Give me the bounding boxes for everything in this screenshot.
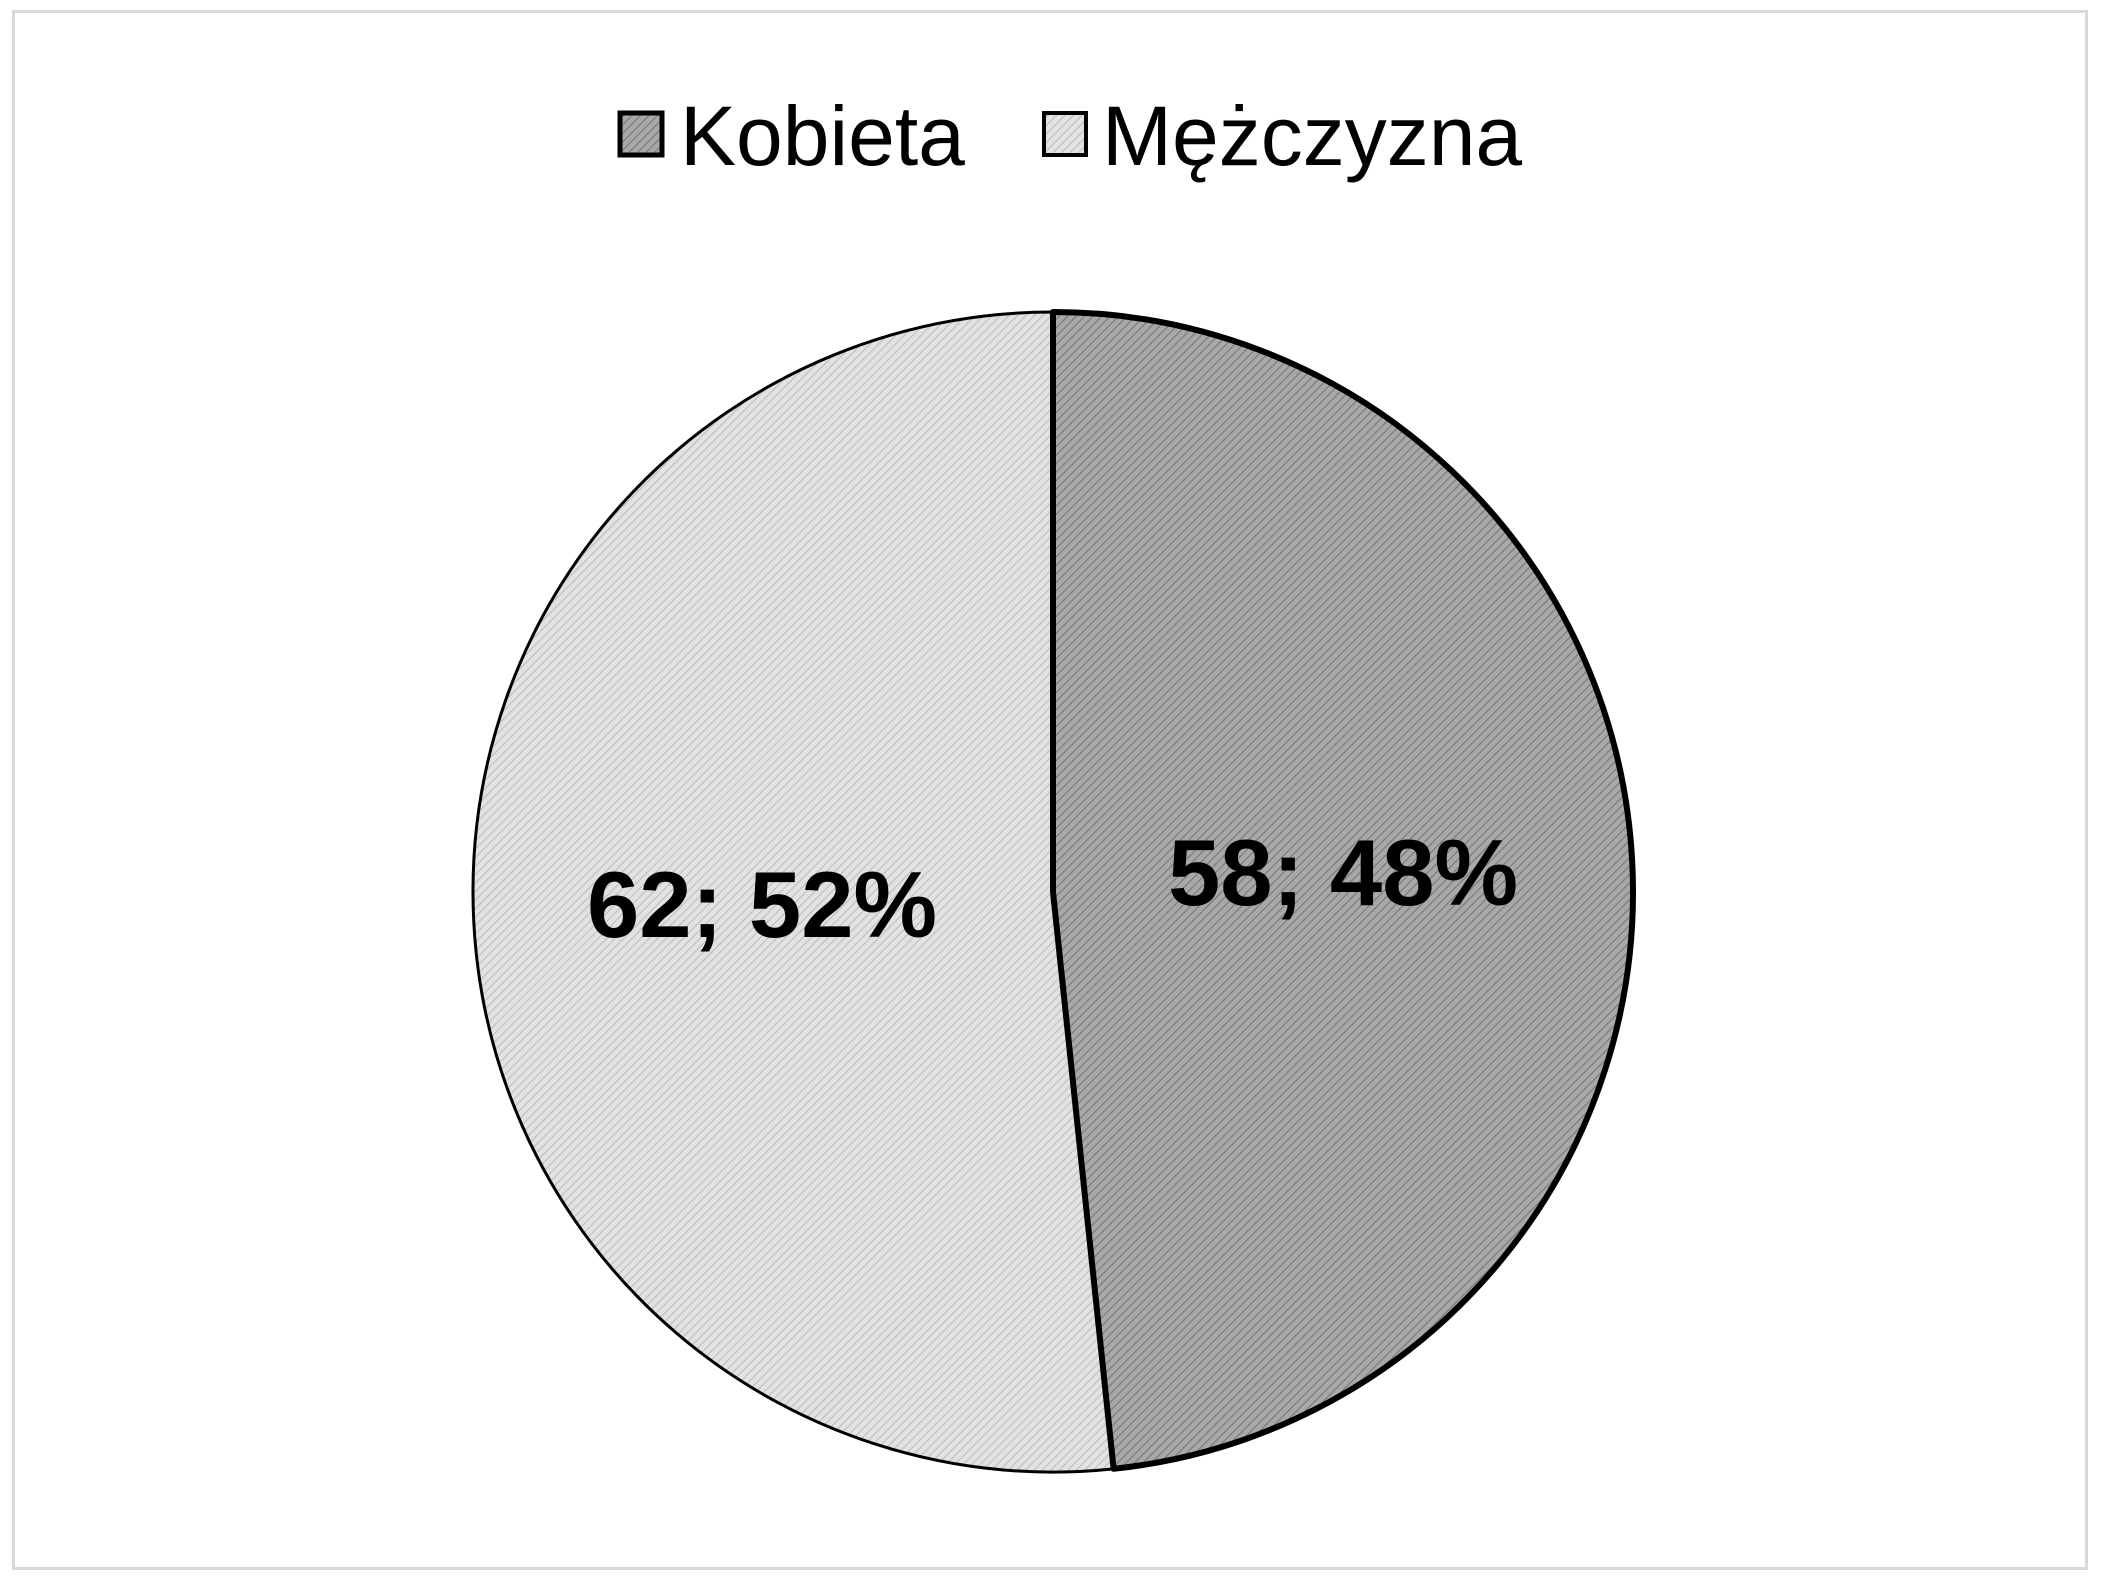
legend: Kobieta Mężczyzna [617,89,1522,183]
data-label-kobieta: 58; 48% [1168,820,1518,925]
pie-slice-kobieta [1050,309,1636,1472]
legend-label-kobieta: Kobieta [680,89,965,183]
legend-label-mezczyzna: Mężczyzna [1102,89,1522,183]
legend-swatch-mezczyzna [1042,111,1088,157]
legend-swatch-kobieta [617,110,665,158]
legend-item-mezczyzna: Mężczyzna [1042,89,1522,183]
pie-slice-mezczyzna [471,310,1116,1474]
pie-labels: 58; 48% 62; 52% [587,820,1518,957]
data-label-mezczyzna: 62; 52% [587,852,937,957]
legend-item-kobieta: Kobieta [617,89,965,183]
pie-slices [471,309,1636,1474]
